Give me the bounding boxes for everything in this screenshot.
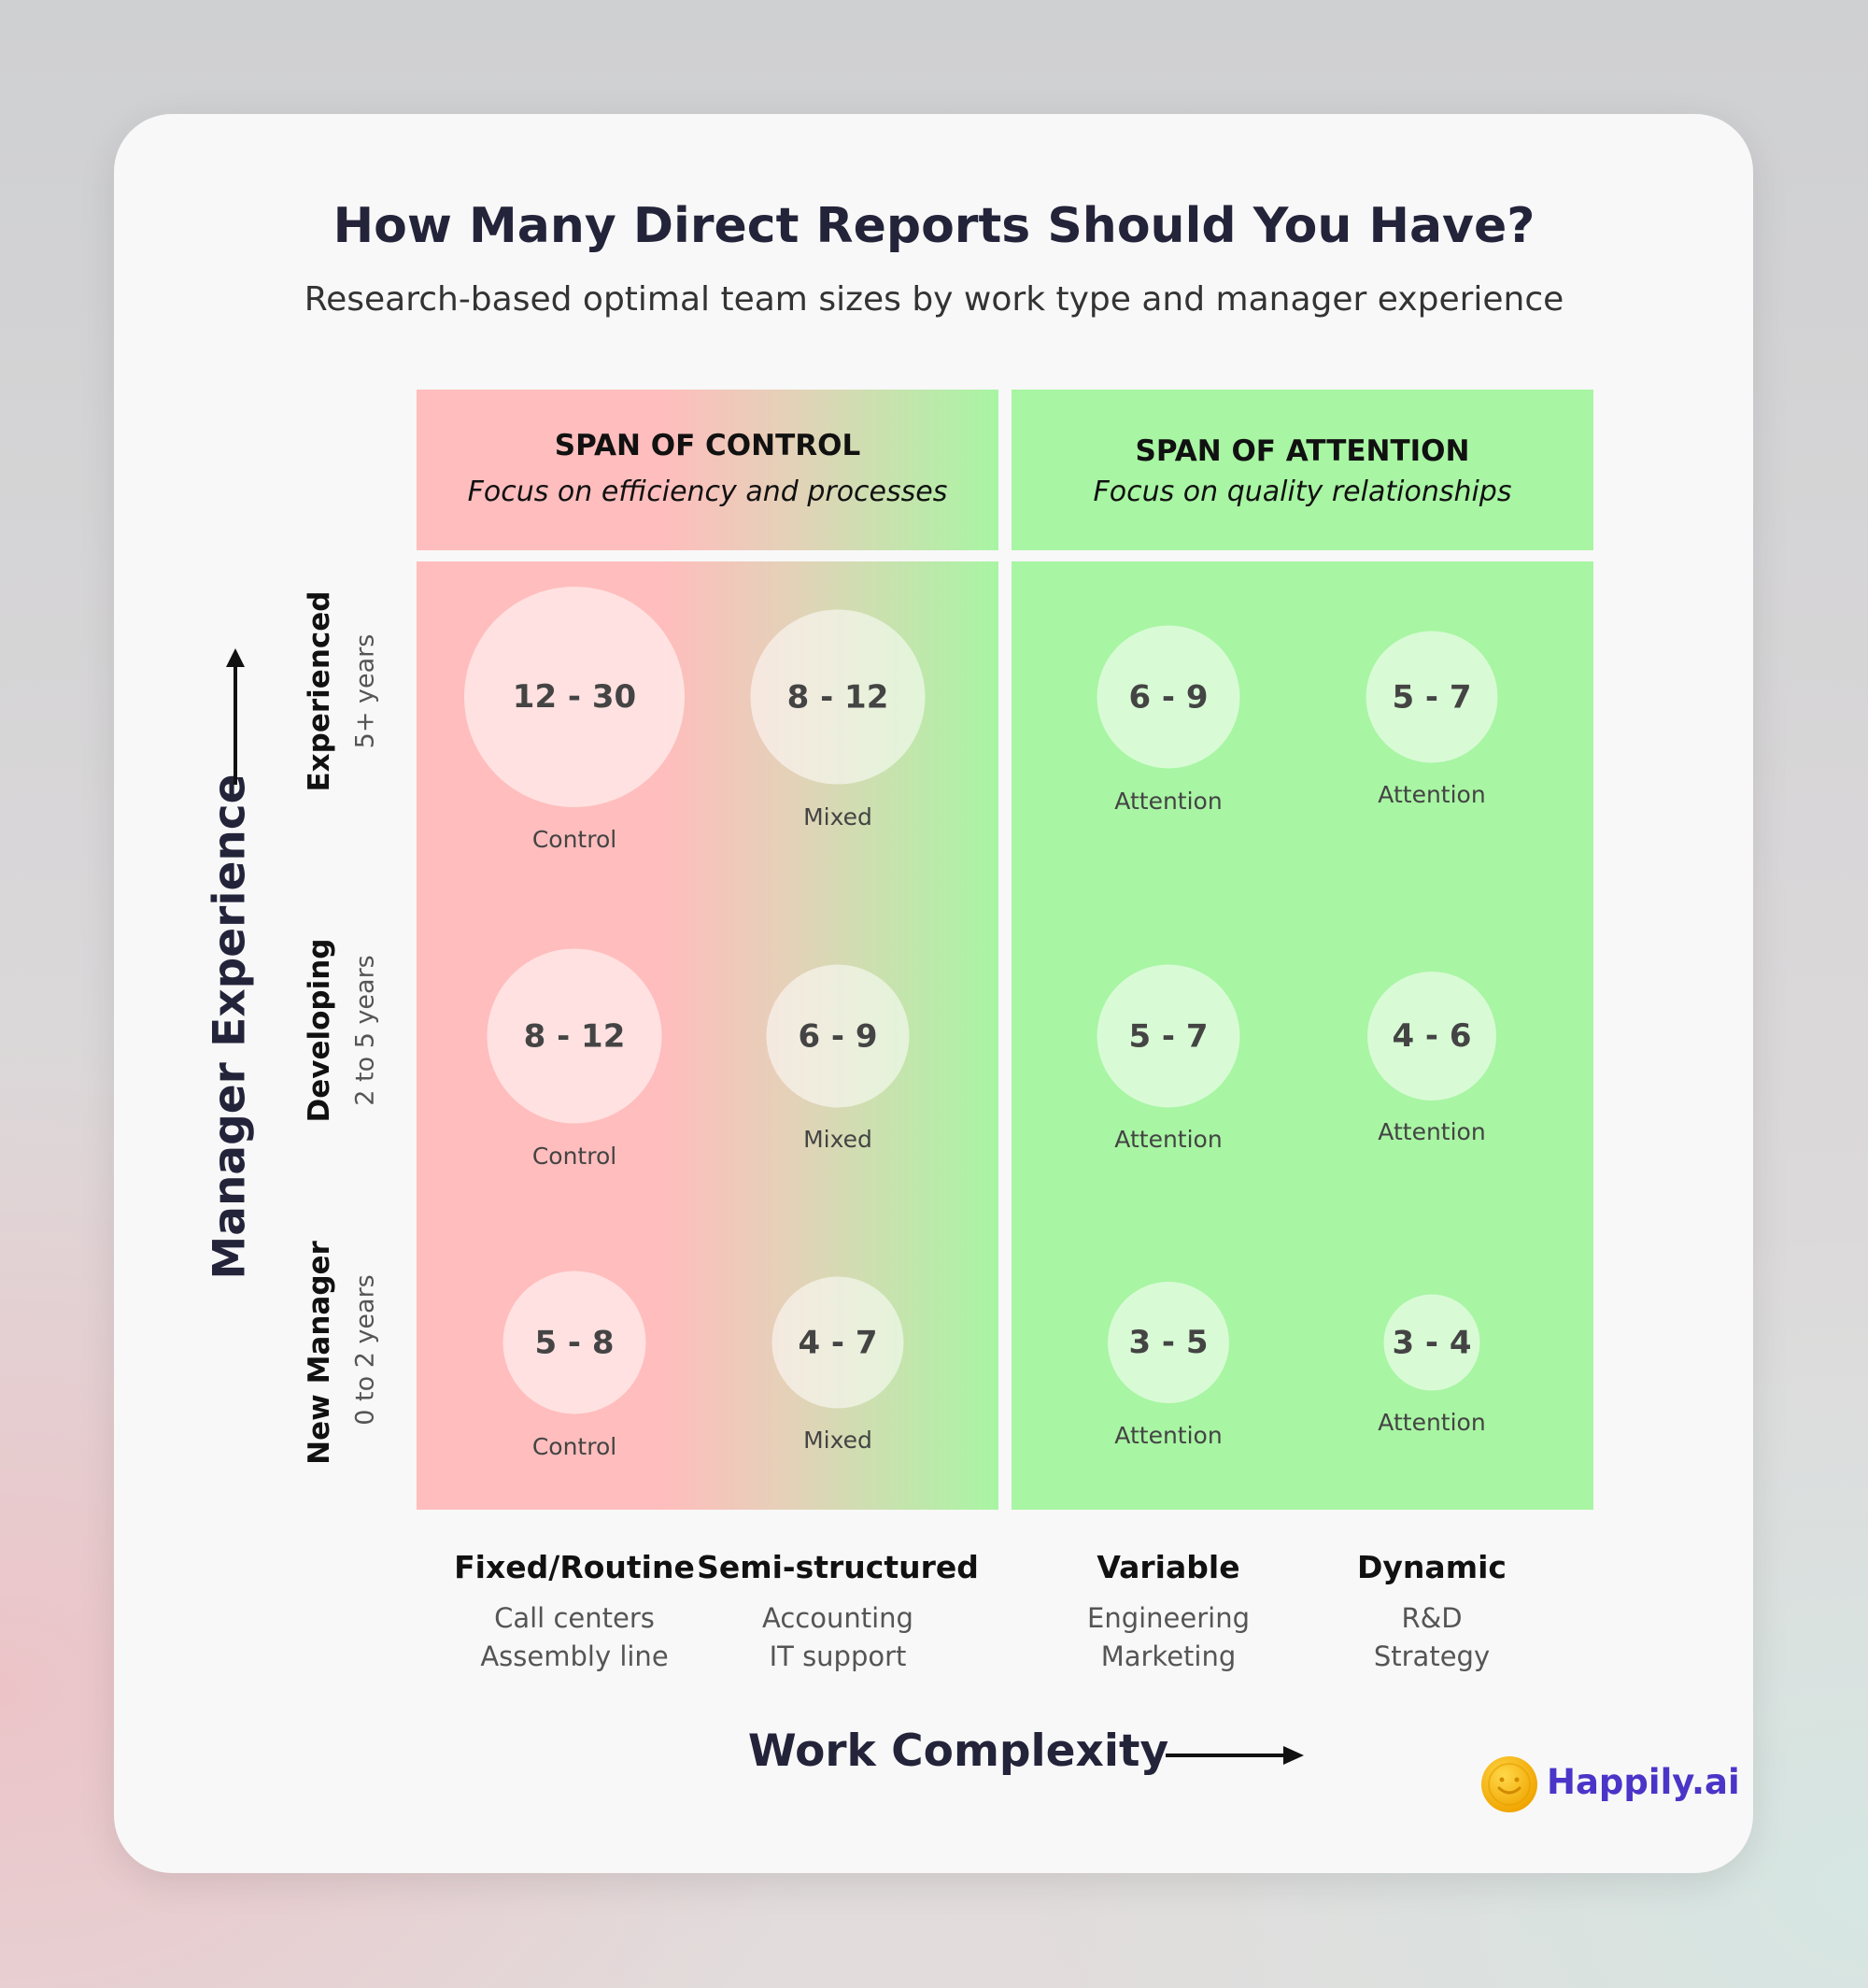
example: Strategy: [1373, 1640, 1491, 1672]
example: IT support: [769, 1640, 907, 1672]
example: Marketing: [1100, 1640, 1237, 1672]
cell-label: Attention: [1378, 1118, 1486, 1145]
cell-label: Attention: [1114, 1422, 1223, 1449]
cell-circle: 4 - 6: [1367, 972, 1496, 1100]
section-subtitle: Focus on quality relationships: [1093, 476, 1512, 508]
cell-label: Attention: [1114, 1126, 1223, 1153]
row-title: New Manager: [303, 1241, 336, 1465]
cell-circle: 12 - 30: [464, 587, 685, 807]
cell-circle: 3 - 4: [1383, 1294, 1480, 1391]
column-title: Fixed/Routine: [454, 1549, 695, 1585]
section-title: SPAN OF ATTENTION: [1135, 434, 1470, 468]
column-title: Variable: [1097, 1549, 1240, 1585]
column-examples: Accounting IT support: [670, 1599, 1006, 1676]
row-subtitle: 5+ years: [350, 633, 380, 749]
section-title: SPAN OF CONTROL: [554, 429, 861, 462]
span-of-attention-header: SPAN OF ATTENTION Focus on quality relat…: [1012, 390, 1593, 550]
arrow-right-icon: [1166, 1746, 1304, 1765]
cell-circle: 3 - 5: [1108, 1282, 1229, 1403]
x-axis-label: Work Complexity: [747, 1725, 1169, 1777]
column-title: Dynamic: [1357, 1549, 1507, 1585]
cell-circle: 5 - 7: [1366, 631, 1498, 763]
section-subtitle: Focus on efficiency and processes: [467, 476, 948, 508]
arrow-up-icon: [226, 648, 245, 785]
example: Accounting: [762, 1602, 913, 1634]
example: Assembly line: [480, 1640, 669, 1672]
cell-label: Mixed: [803, 1126, 872, 1153]
cell-circle: 5 - 7: [1097, 964, 1240, 1108]
column-examples: Engineering Marketing: [1000, 1599, 1337, 1676]
cell-label: Control: [531, 1143, 617, 1170]
y-axis-label: Manager Experience: [204, 774, 256, 1280]
span-of-control-header: SPAN OF CONTROL Focus on efficiency and …: [417, 390, 998, 550]
cell-circle: 4 - 7: [771, 1276, 904, 1409]
page-subtitle: Research-based optimal team sizes by wor…: [304, 280, 1564, 319]
cell-label: Control: [531, 1433, 617, 1460]
cell-circle: 8 - 12: [487, 948, 662, 1124]
example: R&D: [1401, 1602, 1463, 1634]
cell-label: Attention: [1114, 788, 1223, 815]
smiley-logo-icon: [1481, 1756, 1537, 1812]
cell-circle: 6 - 9: [1097, 625, 1240, 769]
cell-circle: 5 - 8: [502, 1271, 646, 1414]
column-title: Semi-structured: [697, 1549, 979, 1585]
row-subtitle: 2 to 5 years: [350, 955, 380, 1106]
logo-text: Happily.ai: [1547, 1762, 1740, 1802]
cell-label: Control: [531, 826, 617, 853]
page-title: How Many Direct Reports Should You Have?: [333, 198, 1535, 254]
cell-label: Attention: [1378, 781, 1486, 808]
row-subtitle: 0 to 2 years: [350, 1274, 380, 1426]
row-title: Experienced: [303, 590, 336, 792]
cell-label: Mixed: [803, 803, 872, 831]
cell-circle: 6 - 9: [766, 964, 910, 1108]
cell-circle: 8 - 12: [750, 609, 926, 785]
cell-label: Attention: [1378, 1409, 1486, 1436]
column-examples: Call centers Assembly line: [406, 1599, 743, 1676]
example: Engineering: [1087, 1602, 1250, 1634]
example: Call centers: [494, 1602, 655, 1634]
column-examples: R&D Strategy: [1264, 1599, 1600, 1676]
row-title: Developing: [303, 938, 336, 1123]
cell-label: Mixed: [803, 1427, 872, 1454]
